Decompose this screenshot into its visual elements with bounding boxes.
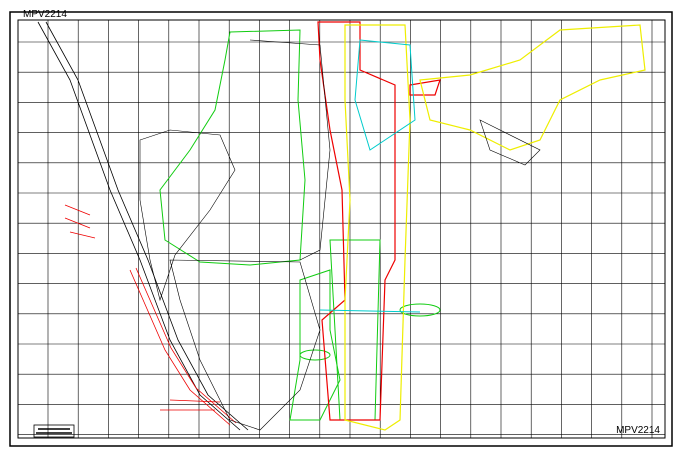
map-drawing: MPV2214 MPV2214 [0, 0, 683, 470]
title-top: MPV2214 [23, 9, 67, 20]
background [0, 0, 683, 470]
title-bottom: MPV2214 [616, 425, 660, 436]
